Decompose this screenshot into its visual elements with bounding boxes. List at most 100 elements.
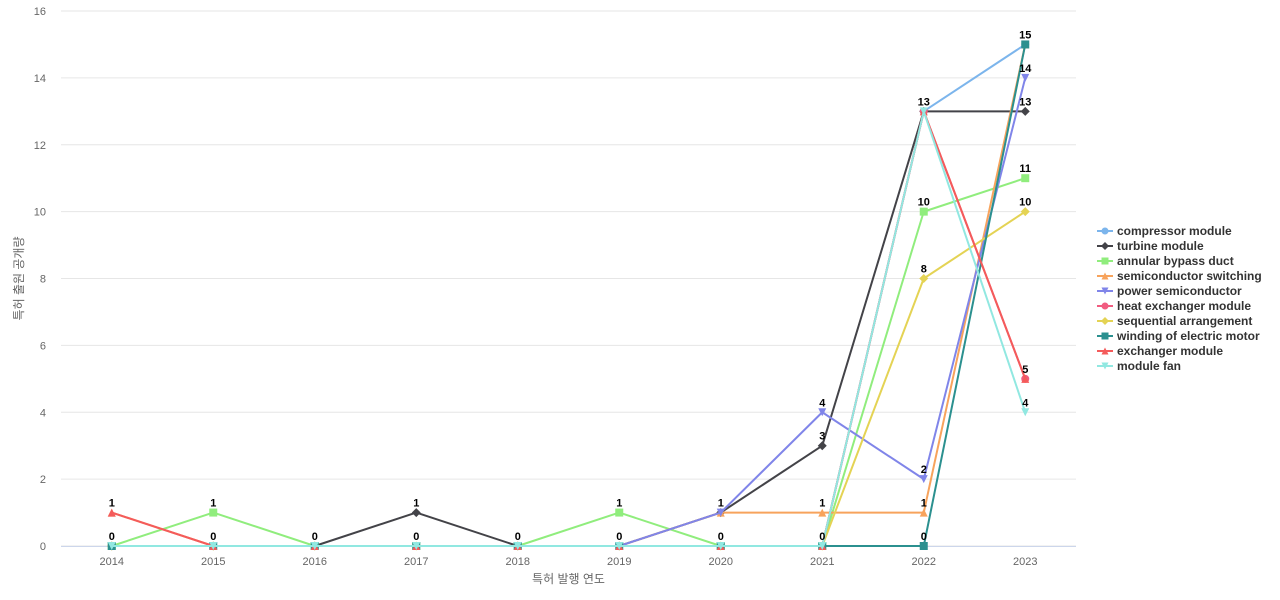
series-sequential-arrangement <box>107 207 1030 551</box>
legend-item[interactable]: winding of electric motor <box>1097 329 1260 343</box>
triangle-down-marker <box>716 542 725 550</box>
triangle-down-marker <box>412 542 421 550</box>
data-label: 0 <box>210 531 216 543</box>
y-tick-label: 6 <box>40 340 46 352</box>
data-label: 15 <box>1019 29 1031 41</box>
data-label: 11 <box>1019 163 1031 175</box>
diamond-marker <box>411 508 421 518</box>
legend-label: turbine module <box>1117 239 1204 253</box>
series-line <box>111 44 1027 547</box>
triangle-down-marker <box>513 542 522 550</box>
triangle-down-marker <box>310 542 319 550</box>
series-heat-exchanger-module <box>107 107 1030 550</box>
data-label: 1 <box>210 498 216 510</box>
triangle-down-marker <box>1021 408 1030 417</box>
series-group <box>107 40 1030 551</box>
series-line <box>111 77 1027 547</box>
data-label: 10 <box>918 197 930 209</box>
legend-label: exchanger module <box>1117 344 1223 358</box>
y-axis-title: 특허 출원 공개량 <box>12 237 26 321</box>
series-line <box>111 177 1026 547</box>
legend-item[interactable]: compressor module <box>1097 224 1232 238</box>
series-exchanger-module <box>107 107 1030 550</box>
x-axis-title: 특허 발행 연도 <box>532 571 605 586</box>
x-tick-label: 2016 <box>303 556 327 568</box>
diamond-marker <box>919 274 929 283</box>
triangle-marker <box>107 508 116 517</box>
square-marker <box>615 508 624 517</box>
triangle-down-marker <box>919 475 928 484</box>
x-tick-label: 2023 <box>1013 556 1037 568</box>
triangle-down-marker <box>1101 362 1109 370</box>
triangle-down-marker <box>107 542 116 550</box>
legend-label: sequential arrangement <box>1117 314 1252 328</box>
data-label: 13 <box>1019 96 1031 108</box>
square-marker <box>919 207 928 216</box>
series-semiconductor-switching <box>107 40 1030 550</box>
legend-item[interactable]: power semiconductor <box>1097 284 1242 298</box>
y-tick-label: 2 <box>40 474 46 486</box>
data-label: 3 <box>819 431 825 443</box>
y-tick-label: 10 <box>34 207 46 219</box>
square-marker <box>1101 332 1109 340</box>
square-marker <box>1021 40 1030 49</box>
circle-marker <box>1101 227 1109 235</box>
triangle-marker <box>1021 374 1030 383</box>
data-label: 1 <box>413 498 419 510</box>
data-label: 1 <box>718 498 724 510</box>
legend-item[interactable]: semiconductor switching <box>1097 269 1262 283</box>
triangle-marker <box>1101 347 1109 355</box>
x-tick-label: 2021 <box>810 556 834 568</box>
series-winding-of-electric-motor <box>107 40 1030 550</box>
data-label: 2 <box>921 464 927 476</box>
triangle-marker <box>919 508 928 517</box>
data-label: 0 <box>616 531 622 543</box>
data-label: 14 <box>1019 63 1032 75</box>
square-marker <box>209 508 218 517</box>
triangle-marker <box>1101 272 1109 280</box>
triangle-down-marker <box>818 408 827 417</box>
diamond-marker <box>1101 317 1109 325</box>
legend-item[interactable]: sequential arrangement <box>1097 314 1252 328</box>
data-label: 1 <box>819 498 825 510</box>
legend-item[interactable]: annular bypass duct <box>1097 254 1234 268</box>
x-tick-label: 2014 <box>100 556 124 568</box>
series-turbine-module <box>107 106 1030 551</box>
legend-label: semiconductor switching <box>1117 269 1262 283</box>
data-label: 4 <box>819 397 826 409</box>
legend-label: heat exchanger module <box>1117 299 1251 313</box>
legend-item[interactable]: heat exchanger module <box>1097 299 1251 313</box>
data-label: 1 <box>921 498 927 510</box>
triangle-down-marker <box>209 542 218 550</box>
data-label: 8 <box>921 264 927 276</box>
triangle-down-marker <box>1021 73 1030 82</box>
data-label: 10 <box>1019 197 1031 209</box>
grid <box>61 10 1076 547</box>
data-label: 1 <box>616 498 622 510</box>
series-line <box>111 44 1027 547</box>
diamond-marker <box>1020 207 1030 217</box>
legend-label: winding of electric motor <box>1116 329 1260 343</box>
triangle-down-marker <box>919 107 928 116</box>
legend-item[interactable]: turbine module <box>1097 239 1204 253</box>
y-tick-label: 4 <box>40 407 46 419</box>
legend-item[interactable]: module fan <box>1097 359 1181 373</box>
triangle-down-marker <box>716 508 725 517</box>
data-label: 0 <box>312 531 318 543</box>
series-module-fan <box>107 107 1030 550</box>
x-tick-label: 2019 <box>607 556 631 568</box>
circle-marker <box>1101 302 1109 310</box>
data-label: 0 <box>413 531 419 543</box>
data-label: 0 <box>515 531 521 543</box>
square-marker <box>1101 257 1109 265</box>
x-tick-label: 2015 <box>201 556 225 568</box>
series-line <box>111 110 1027 547</box>
data-label: 0 <box>819 531 825 543</box>
x-tick-label: 2020 <box>709 556 733 568</box>
data-label: 5 <box>1022 364 1028 376</box>
square-marker <box>919 542 928 550</box>
legend-item[interactable]: exchanger module <box>1097 344 1223 358</box>
diamond-marker <box>1101 242 1109 250</box>
